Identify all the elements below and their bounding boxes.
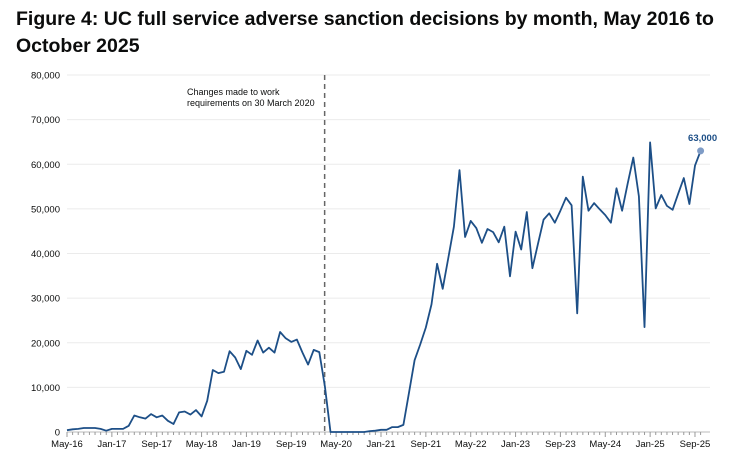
x-tick-label: Sep-25: [680, 439, 711, 450]
x-tick-label: Jan-21: [366, 439, 395, 450]
last-point-label: 63,000: [688, 133, 717, 144]
x-tick-label: May-16: [51, 439, 83, 450]
y-tick-label: 0: [55, 428, 60, 439]
x-tick-label: Sep-23: [545, 439, 576, 450]
series-points: [66, 142, 701, 433]
x-tick-label: Jan-17: [97, 439, 126, 450]
y-tick-label: 20,000: [31, 338, 60, 349]
y-tick-label: 10,000: [31, 383, 60, 394]
gridlines: [67, 74, 710, 388]
y-tick-label: 80,000: [31, 71, 60, 82]
series-line: [66, 141, 702, 433]
x-tick-label: May-24: [589, 439, 621, 450]
y-axis: 0 10,000 20,000 30,000 40,000 50,000 60,000 70,…: [31, 71, 60, 439]
x-tick-label: Jan-19: [232, 439, 261, 450]
x-tick-label: Sep-19: [276, 439, 307, 450]
y-tick-label: 60,000: [31, 160, 60, 171]
x-tick-label: May-22: [455, 439, 487, 450]
chart-title: Figure 4: UC full service adverse sancti…: [16, 8, 714, 57]
annotation-line-2: requirements on 30 March 2020: [187, 98, 315, 108]
last-point-marker: [697, 147, 705, 155]
x-axis: May-16 Jan-17 Sep-17 May-18 Jan-19 Sep-19 May-…: [51, 431, 711, 450]
x-tick-label: Jan-25: [636, 439, 665, 450]
y-tick-label: 50,000: [31, 204, 60, 215]
y-tick-label: 40,000: [31, 249, 60, 260]
y-tick-label: 30,000: [31, 294, 60, 305]
x-tick-label: May-20: [320, 439, 352, 450]
x-tick-label: Sep-21: [411, 439, 442, 450]
y-tick-label: 70,000: [31, 115, 60, 126]
x-tick-label: Sep-17: [141, 439, 172, 450]
x-tick-label: May-18: [186, 439, 218, 450]
x-tick-label: Jan-23: [501, 439, 530, 450]
annotation-line-1: Changes made to work: [187, 87, 280, 97]
